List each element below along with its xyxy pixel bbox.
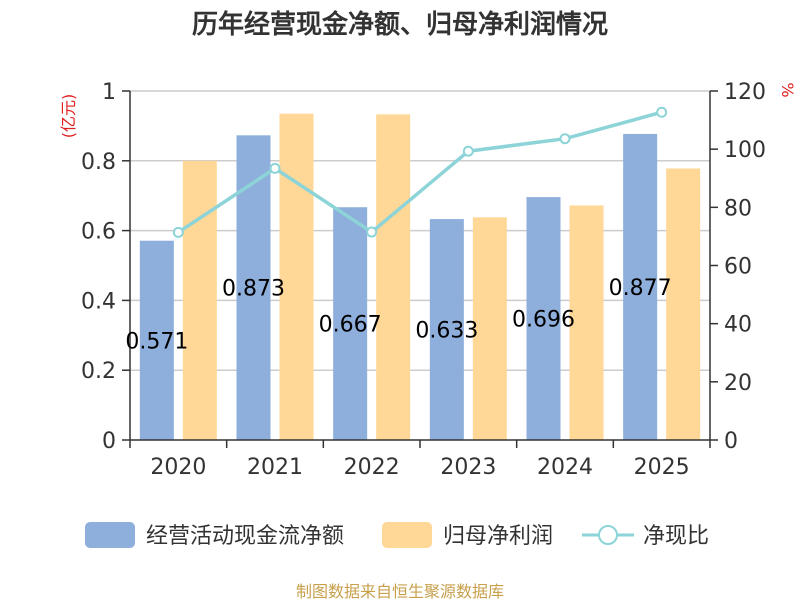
gridlines xyxy=(130,90,710,371)
cash-flow-bar xyxy=(333,207,368,440)
bars xyxy=(139,113,701,441)
legend-label-cash-flow: 经营活动现金流净额 xyxy=(146,524,344,549)
left-axis-unit: (亿元) xyxy=(59,94,78,139)
net-profit-bar xyxy=(279,113,314,440)
cash-flow-bar xyxy=(236,135,271,440)
ratio-point xyxy=(462,145,474,157)
net-profit-bar xyxy=(472,217,507,440)
bar-data-label: 0.571 xyxy=(125,329,188,354)
source-note: 制图数据来自恒生聚源数据库 xyxy=(295,582,504,601)
legend-label-ratio: 净现比 xyxy=(643,524,709,549)
right-tick-label: 100 xyxy=(724,138,766,163)
cash-flow-bar xyxy=(623,133,658,440)
x-tick-label: 2020 xyxy=(150,455,206,480)
ratio-line-path xyxy=(177,110,663,235)
axes: 0 0.2 0.4 0.6 0.8 1 0 20 40 60 80 100 120 (亿元)% 2020 20… xyxy=(59,80,797,480)
x-tick-label: 2023 xyxy=(440,455,496,480)
left-tick-label: 0.2 xyxy=(81,359,116,384)
bar-data-label: 0.877 xyxy=(609,276,672,301)
x-tick-label: 2025 xyxy=(634,455,690,480)
x-tick-label: 2021 xyxy=(247,455,303,480)
left-tick-label: 1 xyxy=(102,80,116,105)
right-tick-label: 20 xyxy=(724,371,752,396)
right-tick-label: 0 xyxy=(724,429,738,454)
ratio-point xyxy=(269,162,281,174)
net-profit-bar xyxy=(182,160,217,441)
right-tick-label: 120 xyxy=(724,80,766,105)
ratio-line xyxy=(172,106,668,238)
left-tick-label: 0 xyxy=(102,429,116,454)
cash-flow-bar xyxy=(526,197,561,440)
ratio-point xyxy=(172,226,184,238)
right-axis-unit: % xyxy=(778,82,797,97)
data-labels: 0.571 0.873 0.667 0.633 0.696 0.877 xyxy=(125,276,671,354)
right-tick-label: 60 xyxy=(724,255,752,280)
ratio-point xyxy=(656,106,668,118)
left-tick-label: 0.6 xyxy=(81,220,116,245)
ratio-point xyxy=(559,133,571,145)
legend: 经营活动现金流净额 归母净利润 净现比 xyxy=(85,522,709,549)
x-tick-label: 2022 xyxy=(344,455,400,480)
net-profit-bar xyxy=(376,114,411,441)
ratio-point xyxy=(366,226,378,238)
cash-flow-bar xyxy=(139,240,174,440)
legend-marker-ratio xyxy=(598,525,618,545)
left-tick-label: 0.4 xyxy=(81,289,116,314)
cash-flow-bar xyxy=(429,219,464,440)
bar-data-label: 0.873 xyxy=(222,277,285,302)
net-profit-bar xyxy=(666,168,701,440)
right-tick-label: 40 xyxy=(724,313,752,338)
left-tick-label: 0.8 xyxy=(81,150,116,175)
legend-label-net-profit: 归母净利润 xyxy=(443,524,553,549)
chart-title: 历年经营现金净额、归母净利润情况 xyxy=(191,10,608,40)
bar-data-label: 0.633 xyxy=(415,319,478,344)
legend-swatch-net-profit xyxy=(382,522,432,548)
net-profit-bar xyxy=(569,205,604,440)
right-tick-label: 80 xyxy=(724,196,752,221)
bar-data-label: 0.696 xyxy=(512,308,575,333)
x-tick-label: 2024 xyxy=(537,455,593,480)
legend-swatch-cash-flow xyxy=(85,522,135,548)
bar-data-label: 0.667 xyxy=(319,313,382,338)
